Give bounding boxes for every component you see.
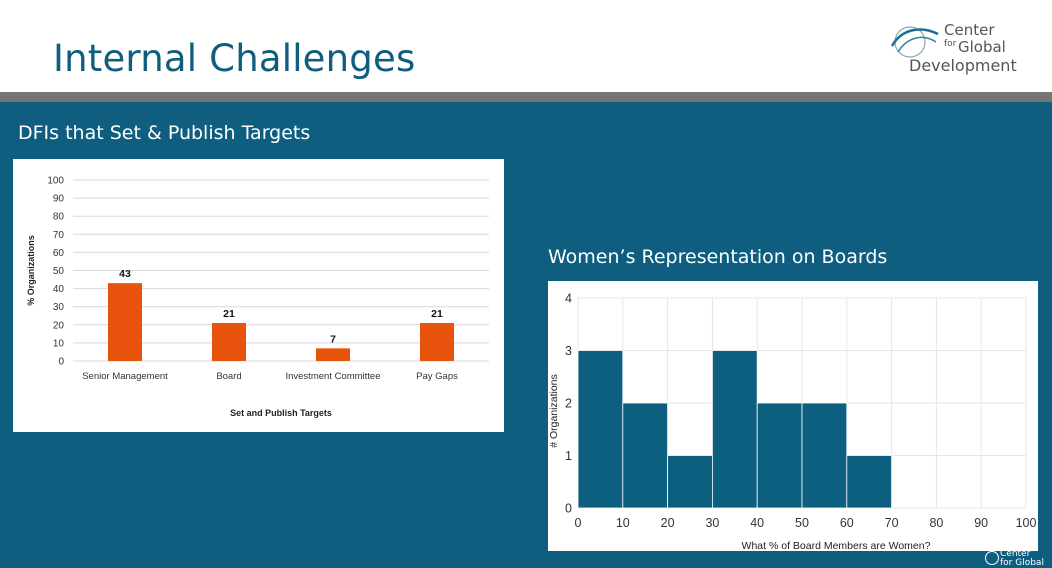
y-tick-label: 90 — [53, 194, 65, 205]
y-tick-label: 40 — [53, 284, 65, 295]
histogram-bar — [577, 350, 624, 509]
histogram-bar — [846, 455, 892, 509]
logo-line-development: Development — [909, 56, 1017, 75]
y-tick-label: 30 — [53, 302, 65, 313]
histogram-bar — [756, 402, 803, 509]
x-tick-label: 60 — [840, 516, 854, 530]
bar-data-label: 43 — [119, 268, 131, 280]
y-tick-label: 20 — [53, 320, 65, 331]
histogram-title: Women’s Representation on Boards — [548, 246, 888, 268]
footer-logo-line1: Center — [1000, 549, 1031, 559]
histogram-bar — [667, 455, 713, 509]
x-tick-label: 50 — [795, 516, 809, 530]
bar — [212, 322, 246, 361]
x-tick-label: 70 — [885, 516, 899, 530]
footer-logo-line2: for Global — [1000, 558, 1044, 568]
y-tick-label: 60 — [53, 248, 65, 259]
x-tick-label: 40 — [750, 516, 764, 530]
x-tick-label: 20 — [661, 516, 675, 530]
bar-chart-card: 0 10 20 30 40 50 60 70 80 90 100 43 Senior Managemen… — [13, 159, 504, 432]
y-tick-label: 80 — [53, 212, 65, 223]
bar-data-label: 21 — [223, 308, 235, 320]
x-axis-title: What % of Board Members are Women? — [742, 540, 931, 551]
slide-title: Internal Challenges — [53, 37, 416, 80]
x-category-label: Investment Committee — [285, 371, 380, 382]
bar-chart: 0 10 20 30 40 50 60 70 80 90 100 43 Senior Managemen… — [26, 176, 489, 418]
x-category-label: Pay Gaps — [416, 371, 458, 382]
bar-data-label: 7 — [330, 333, 336, 345]
y-axis-title: % Organizations — [26, 235, 36, 306]
y-tick-label: 10 — [53, 338, 65, 349]
bar-data-label: 21 — [431, 308, 443, 320]
x-axis-title: Set and Publish Targets — [230, 408, 332, 418]
x-category-label: Board — [216, 371, 241, 382]
x-category-label: Senior Management — [82, 371, 168, 382]
x-tick-label: 10 — [616, 516, 630, 530]
footer-logo: Center for Global — [985, 548, 1045, 568]
y-tick-label: 70 — [53, 230, 65, 241]
histogram-card: 0 10 20 30 40 50 60 70 80 90 100 0 1 2 3 4 What % of Boa… — [548, 281, 1038, 553]
histogram-chart: 0 10 20 30 40 50 60 70 80 90 100 0 1 2 3 4 What % of Boa… — [548, 292, 1037, 553]
x-tick-label: 0 — [575, 516, 582, 530]
y-tick-label: 4 — [565, 292, 572, 306]
cgd-logo: Center for Global Development — [888, 22, 1038, 78]
x-tick-label: 100 — [1016, 516, 1037, 530]
bar — [108, 283, 142, 361]
x-tick-label: 30 — [705, 516, 719, 530]
footer-globe-icon — [985, 551, 999, 565]
y-tick-label: 0 — [565, 502, 572, 516]
bar — [420, 322, 454, 361]
logo-line-center: Center — [944, 21, 995, 39]
y-axis-title: # Organizations — [548, 374, 560, 448]
header-divider — [0, 92, 1052, 102]
y-tick-label: 0 — [58, 357, 64, 368]
x-tick-label: 80 — [929, 516, 943, 530]
y-tick-label: 100 — [47, 176, 64, 187]
globe-icon — [890, 26, 939, 58]
logo-line-global: Global — [958, 38, 1006, 56]
y-tick-label: 3 — [565, 344, 572, 358]
y-tick-label: 2 — [565, 397, 572, 411]
y-tick-label: 1 — [565, 449, 572, 463]
histogram-bar — [711, 350, 758, 509]
histogram-bar — [622, 402, 669, 509]
histogram-bar — [801, 402, 848, 509]
x-tick-label: 90 — [974, 516, 988, 530]
bar-chart-title: DFIs that Set & Publish Targets — [18, 122, 311, 144]
y-tick-label: 50 — [53, 266, 65, 277]
logo-line-for: for — [944, 39, 957, 49]
bar — [316, 348, 350, 361]
slide-header: Internal Challenges Center for Global De… — [0, 0, 1052, 92]
